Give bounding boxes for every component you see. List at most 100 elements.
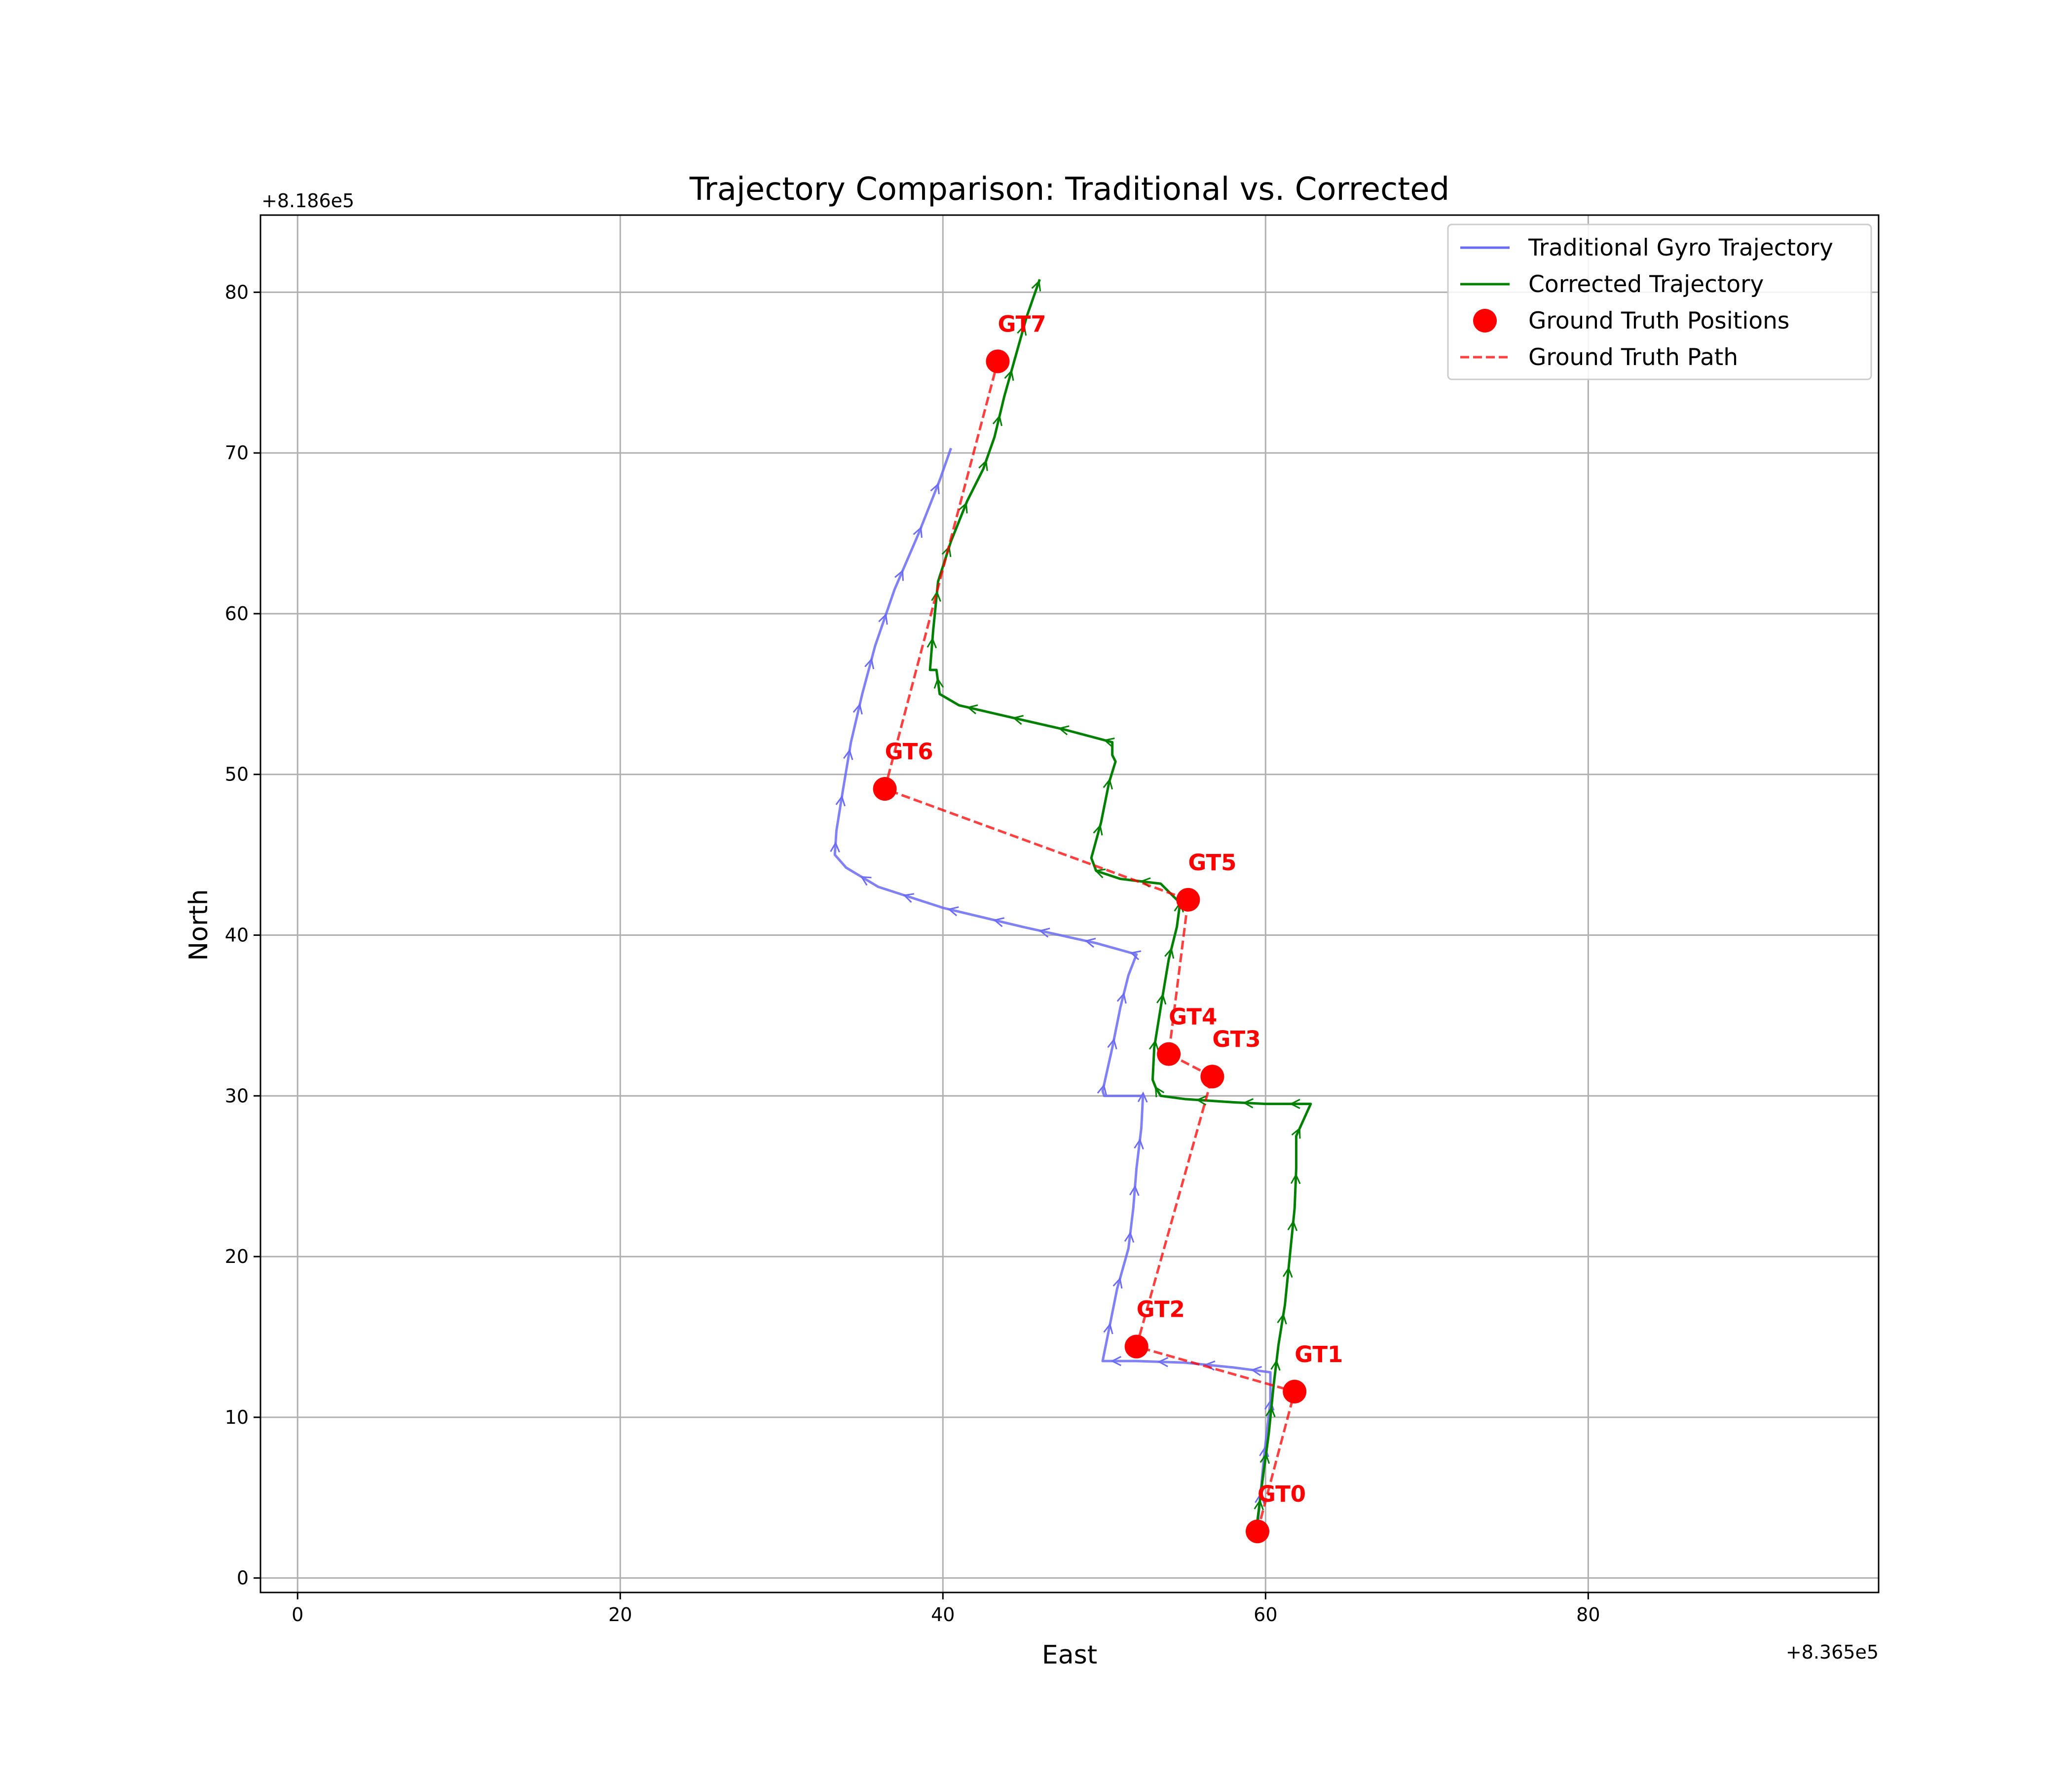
traditional-gyro-direction-arrow [1038, 927, 1050, 938]
ground-truth-label: GT1 [1295, 1341, 1343, 1368]
corrected-direction-arrow [1259, 1452, 1270, 1464]
traditional-gyro-direction-arrow [1124, 1231, 1135, 1243]
corrected-direction-arrow [958, 502, 968, 514]
y-tick-label: 80 [225, 281, 249, 303]
corrected-direction-arrow [1103, 738, 1115, 748]
y-axis-ticks: 0 10 20 30 40 50 60 70 80 [225, 281, 260, 1589]
corrected-direction-arrow [1195, 1095, 1207, 1106]
ground-truth-label: GT4 [1169, 1004, 1217, 1030]
corrected-direction-arrow [931, 591, 941, 602]
traditional-gyro-direction-arrow [835, 795, 846, 807]
ground-truth-marker [1200, 1065, 1224, 1089]
legend-marker [1473, 309, 1497, 333]
x-tick-label: 60 [1254, 1604, 1277, 1626]
legend-label: Ground Truth Positions [1528, 307, 1789, 334]
x-tick-label: 0 [292, 1604, 303, 1626]
traditional-gyro-direction-arrow [993, 917, 1005, 927]
corrected-direction-arrow [1290, 1173, 1301, 1184]
traditional-gyro-direction-arrow [1110, 1356, 1122, 1367]
x-tick-label: 20 [608, 1604, 632, 1626]
ground-truth-marker [1157, 1042, 1181, 1066]
corrected-direction-arrow [1242, 1098, 1254, 1109]
x-offset-label: +8.365e5 [1786, 1641, 1879, 1663]
corrected-direction-arrow [1012, 715, 1024, 725]
corrected-direction-arrow [1148, 1039, 1159, 1051]
traditional-gyro-direction-arrow [843, 748, 853, 760]
corrected-direction-arrow [1289, 1099, 1300, 1109]
traditional-gyro-direction-arrow [878, 613, 888, 625]
corrected-direction-arrow [1058, 725, 1070, 736]
legend-label: Ground Truth Path [1528, 344, 1738, 371]
traditional-gyro-direction-arrow [1129, 1184, 1140, 1196]
traditional-gyro-direction-arrow [830, 841, 840, 853]
legend-label: Corrected Trajectory [1528, 271, 1764, 298]
y-tick-label: 70 [225, 442, 249, 464]
y-axis-label: North [184, 889, 214, 961]
ground-truth-marker [1245, 1519, 1269, 1544]
y-tick-label: 50 [225, 764, 249, 785]
traditional-gyro-direction-arrow [1107, 1038, 1117, 1050]
ground-truth-marker [1176, 888, 1200, 912]
ground-truth-label: GT0 [1258, 1481, 1306, 1507]
traditional-gyro-direction-arrow [1103, 1323, 1113, 1334]
grid [260, 215, 1879, 1592]
y-tick-label: 20 [225, 1246, 249, 1267]
ground-truth-marker [1124, 1334, 1148, 1359]
corrected-direction-arrow [1164, 947, 1175, 959]
y-offset-label: +8.186e5 [261, 190, 354, 212]
corrected-direction-arrow [1283, 1266, 1293, 1278]
ground-truth-label: GT6 [885, 739, 933, 765]
legend: Traditional Gyro Trajectory Corrected Tra… [1447, 223, 1872, 380]
traditional-gyro-direction-arrow [852, 703, 863, 715]
x-axis-ticks: 0 20 40 60 80 [292, 1592, 1600, 1626]
corrected-direction-arrow [1031, 280, 1041, 292]
corrected-direction-arrow [933, 677, 944, 689]
plot-frame [259, 214, 1880, 1593]
corrected-direction-arrow [1265, 1406, 1276, 1417]
traditional-gyro-direction-arrow [1116, 992, 1127, 1004]
x-axis-label: East [1042, 1640, 1097, 1670]
corrected-direction-arrow [1094, 868, 1106, 879]
y-tick-label: 0 [237, 1567, 249, 1589]
ground-truth-label: GT7 [998, 311, 1046, 337]
traditional-gyro-direction-arrow [1137, 1091, 1148, 1103]
corrected-direction-arrow [1103, 778, 1113, 790]
y-tick-label: 30 [225, 1085, 249, 1107]
ground-truth-label: GT3 [1212, 1026, 1260, 1052]
ground-truth-path-line [883, 361, 1296, 1532]
traditional-gyro-direction-arrow [1251, 1366, 1262, 1376]
corrected-direction-arrow [1254, 1499, 1264, 1511]
traditional-gyro-direction-arrow [1134, 1138, 1144, 1150]
legend-label: Traditional Gyro Trajectory [1528, 234, 1833, 261]
chart-title: Trajectory Comparison: Traditional vs. C… [689, 171, 1450, 208]
corrected-direction-arrow [1156, 993, 1167, 1005]
traditional-gyro-direction-arrow [1259, 1445, 1269, 1457]
traditional-gyro-direction-arrow [860, 876, 872, 886]
traditional-gyro-line [833, 447, 1272, 1527]
ground-truth-marker [986, 349, 1010, 373]
traditional-gyro-direction-arrow [1112, 1277, 1123, 1289]
traditional-gyro-direction-arrow [1084, 937, 1096, 948]
traditional-gyro-direction-arrow [1097, 1083, 1107, 1096]
corrected-direction-arrow [1270, 1359, 1281, 1371]
y-tick-label: 60 [225, 603, 249, 625]
ground-truth-label: GT5 [1188, 850, 1236, 876]
y-tick-label: 40 [225, 925, 249, 946]
x-tick-label: 40 [931, 1604, 955, 1626]
series-layer [830, 279, 1312, 1544]
traditional-gyro-direction-arrow [1157, 1357, 1169, 1368]
traditional-gyro-direction-arrow [1264, 1399, 1275, 1411]
traditional-gyro-direction-arrow [913, 526, 923, 538]
corrected-direction-arrow [1004, 369, 1014, 381]
ground-truth-marker [1283, 1379, 1307, 1404]
traditional-gyro-direction-arrow [894, 569, 904, 581]
corrected-direction-arrow [1287, 1220, 1298, 1231]
corrected-direction-arrow [1017, 324, 1027, 336]
corrected-direction-arrow [966, 704, 978, 714]
traditional-gyro-direction-arrow [1129, 950, 1142, 961]
y-tick-label: 10 [225, 1406, 249, 1428]
legend-box [1447, 223, 1872, 380]
corrected-direction-arrow [978, 459, 988, 471]
